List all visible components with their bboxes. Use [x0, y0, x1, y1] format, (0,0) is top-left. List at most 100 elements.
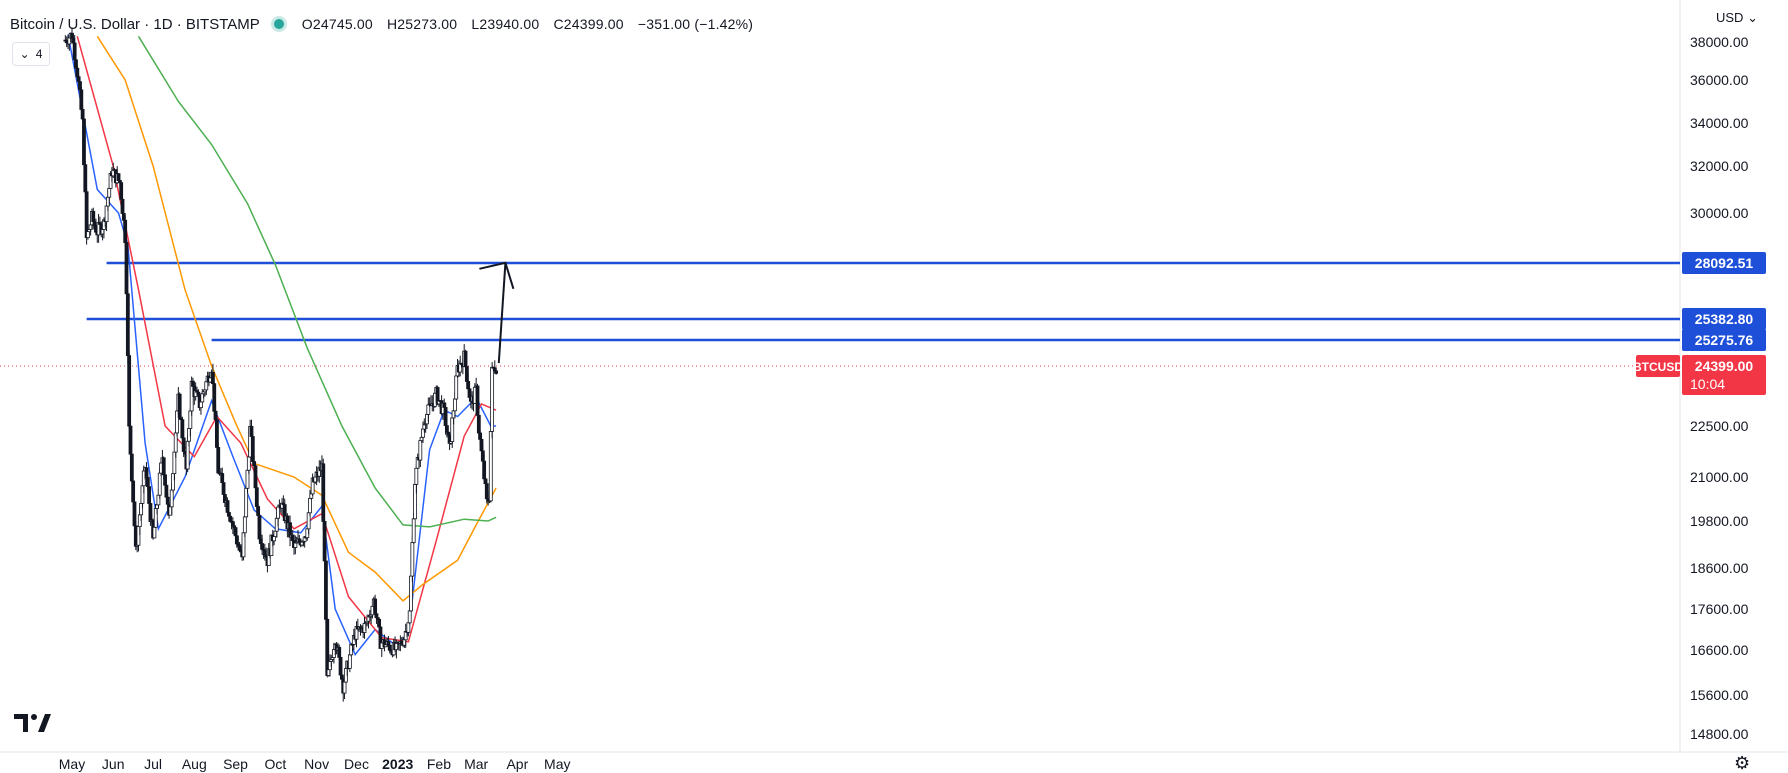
- low-value: L23940.00: [471, 16, 540, 32]
- trend-arrow-line: [497, 262, 507, 364]
- moving-average-line: [67, 34, 497, 656]
- currency-selector[interactable]: USD ⌄: [1716, 10, 1758, 25]
- candle-body: [308, 497, 312, 514]
- candle-body: [82, 118, 86, 166]
- candle-body: [445, 425, 449, 433]
- y-tick-label: 14800.00: [1690, 726, 1749, 742]
- y-tick-label: 38000.00: [1690, 34, 1749, 50]
- x-tick-label: Apr: [506, 756, 528, 772]
- candle-body: [83, 164, 88, 193]
- y-tick-label: 30000.00: [1690, 205, 1749, 221]
- candle-body: [482, 460, 487, 480]
- candle-body: [324, 560, 328, 620]
- candle-body: [216, 446, 221, 474]
- last-price-tag-label: 24399.00: [1695, 358, 1754, 374]
- symbol-title[interactable]: Bitcoin / U.S. Dollar · 1D · BITSTAMP: [10, 15, 260, 33]
- market-status-icon: [273, 19, 284, 29]
- gear-icon[interactable]: ⚙: [1734, 753, 1751, 773]
- y-tick-label: 18600.00: [1690, 560, 1749, 576]
- candle-body: [476, 414, 481, 434]
- candle-body: [199, 401, 203, 409]
- high-value: H25273.00: [386, 16, 458, 32]
- candle-body: [152, 526, 157, 539]
- x-tick-label: Oct: [265, 756, 287, 772]
- bar-countdown-label: 10:04: [1690, 376, 1725, 392]
- candle-body: [414, 467, 419, 485]
- symbol-tag-label: BTCUSD: [1633, 360, 1683, 374]
- chevron-down-icon: ⌄: [19, 47, 30, 61]
- candle-body: [407, 610, 412, 624]
- level-price-tag: [1682, 252, 1766, 274]
- candle-body: [204, 381, 209, 391]
- candle-body: [120, 198, 125, 214]
- symbol-tag: [1636, 355, 1680, 377]
- candle-body: [116, 173, 121, 181]
- y-tick-label: 32000.00: [1690, 158, 1749, 174]
- x-tick-label: Feb: [427, 756, 451, 772]
- candle-body: [86, 231, 90, 239]
- candle-body: [347, 654, 352, 669]
- y-tick-label: 15600.00: [1690, 687, 1749, 703]
- change-value: −351.00 (−1.42%): [637, 16, 754, 32]
- x-tick-label: Sep: [223, 756, 248, 772]
- level-price-tag-label: 25382.80: [1695, 311, 1754, 327]
- candle-body: [338, 656, 343, 676]
- trend-arrow-head: [479, 261, 515, 290]
- candle-body: [463, 350, 468, 367]
- candle-body: [276, 506, 280, 519]
- open-value: O24745.00: [301, 16, 373, 32]
- close-value: C24399.00: [553, 16, 624, 32]
- candle-body: [129, 453, 134, 482]
- candle-body: [494, 370, 499, 374]
- x-tick-label: May: [59, 756, 85, 772]
- candle-body: [418, 440, 423, 461]
- tradingview-logo-icon[interactable]: [14, 712, 54, 739]
- level-price-tag-label: 28092.51: [1695, 255, 1754, 271]
- candle-body: [490, 366, 495, 432]
- candle-body: [211, 371, 215, 385]
- candle-body: [119, 182, 124, 200]
- candle-body: [488, 430, 493, 502]
- candle-body: [124, 242, 129, 295]
- y-tick-label: 34000.00: [1690, 115, 1749, 131]
- moving-average-line: [96, 35, 497, 602]
- level-price-tag: [1682, 329, 1766, 351]
- y-tick-label: 19800.00: [1690, 513, 1749, 529]
- x-tick-label: Aug: [182, 756, 207, 772]
- ohlc-readout: O24745.00 H25273.00 L23940.00 C24399.00 …: [302, 16, 763, 32]
- y-tick-label: 36000.00: [1690, 72, 1749, 88]
- candle-body: [165, 496, 170, 505]
- candle-body: [411, 518, 416, 543]
- level-price-tag-label: 25275.76: [1695, 332, 1754, 348]
- candle-body: [337, 646, 342, 658]
- y-tick-label: 17600.00: [1690, 601, 1749, 617]
- x-tick-label: Nov: [304, 756, 329, 772]
- candle-body: [127, 355, 132, 427]
- candle-body: [163, 474, 167, 486]
- indicator-count: 4: [35, 47, 43, 61]
- x-tick-label: May: [544, 756, 570, 772]
- candle-body: [157, 472, 162, 496]
- indicators-toggle-button[interactable]: ⌄ 4: [12, 42, 50, 66]
- currency-label: USD: [1716, 10, 1744, 25]
- x-tick-label: Jul: [144, 756, 162, 772]
- y-tick-label: 22500.00: [1690, 418, 1749, 434]
- moving-average-line: [137, 35, 497, 528]
- x-tick-label: Jun: [102, 756, 125, 772]
- candle-body: [322, 521, 327, 562]
- candle-body: [220, 473, 225, 484]
- chart-header: Bitcoin / U.S. Dollar · 1D · BITSTAMP O2…: [10, 12, 763, 36]
- y-tick-label: 16600.00: [1690, 642, 1749, 658]
- y-tick-label: 21000.00: [1690, 469, 1749, 485]
- candle-body: [293, 542, 298, 548]
- x-tick-label: Dec: [344, 756, 369, 772]
- last-price-tag: [1682, 355, 1766, 395]
- candle-body: [107, 187, 112, 198]
- candle-body: [242, 516, 247, 534]
- candle-body: [321, 463, 326, 522]
- level-price-tag: [1682, 308, 1766, 330]
- candle-body: [128, 425, 133, 455]
- candle-body: [452, 398, 457, 412]
- candle-body: [225, 500, 230, 513]
